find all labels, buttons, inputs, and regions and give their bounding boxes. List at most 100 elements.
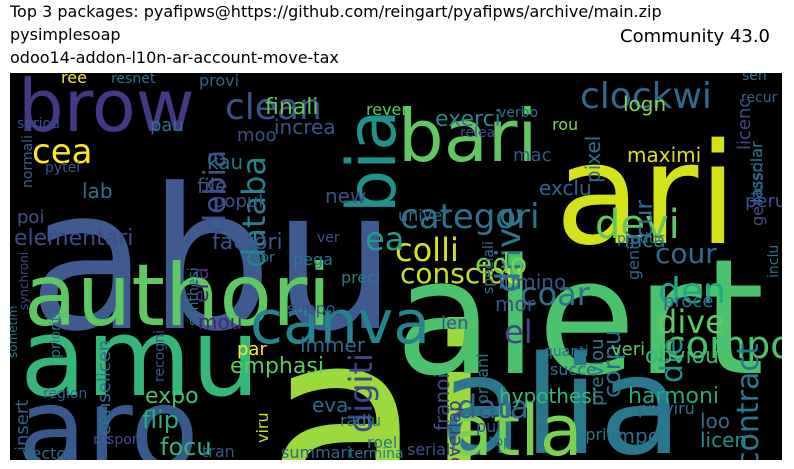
word-rou: rou [552,115,578,134]
word-suppo: suppo [287,299,336,318]
word-geniusri: geniusri [748,162,767,226]
word-verbo: verbo [498,105,538,121]
word-synthesi: synthesi [186,267,202,326]
word-proce: proce [663,291,713,312]
word-ea: ea [365,220,404,258]
word-tran: tran [202,442,235,460]
chart-title-line-3: odoo14-addon-l10n-ar-account-move-tax [10,48,339,67]
word-vectori: vectori [22,444,77,460]
word-sprite: sprite [577,425,623,444]
word-overlap: overlap [444,400,465,460]
word-radiu: radiu [340,411,381,430]
word-coar: coar [520,275,591,313]
word-provi: provi [199,73,239,90]
word-pixel: pixel [581,136,605,183]
word-clean: clean [225,87,322,128]
word-normali: normali [20,135,36,188]
word-statu: statu [536,398,552,434]
word-region: region [43,386,87,402]
word-elementari: elementari [14,226,133,251]
chart-title-line-1: Top 3 packages: pyafipws@https://github.… [10,2,662,21]
word-new: new [325,184,366,208]
word-poi: poi [17,207,44,228]
word-ai: ai [265,274,495,460]
word-emphasi: emphasi [230,354,324,379]
word-immer: immer [300,333,366,357]
word-synchroni: synchroni [17,252,31,310]
word-len: len [441,313,468,334]
word-logn: logn [623,92,666,116]
word-alia: alia [440,328,682,460]
word-seriali: seriali [407,440,455,459]
word-respon: respon [93,432,141,448]
word-speciali: speciali [481,241,497,294]
word-prioriti: prioriti [48,312,64,358]
word-canva: canva [250,288,430,358]
word-insert: insert [12,400,33,451]
word-succe: succe [550,360,596,379]
word-ari: ari [555,114,737,277]
word-eva: eva [312,393,348,417]
word-recogni: recogni [152,330,168,382]
word-par: par [237,339,267,360]
word-bia: bia [333,109,412,213]
word-debia: debia [198,150,233,233]
word-sen: sen [742,73,767,84]
word-lumino: lumino [498,270,566,294]
word-proviru: proviru [638,399,695,418]
word-cloud-background [10,73,782,460]
word-wor: wor [249,250,275,266]
word-dive: dive [657,303,725,341]
word-relea: relea [460,125,495,141]
word-brow: brow [18,73,195,148]
word-increa: increa [274,115,336,139]
word-file: file [197,174,227,198]
word-inca: inca [624,228,665,252]
word-produc: produc [617,231,665,247]
word-franoi: franoi [430,373,454,431]
word-flip: flip [142,406,179,434]
word-maximi: maximi [627,143,701,167]
word-licenc: licenc [734,98,755,150]
word-cloud-panel: abu ai alert ari aro amu authori alia atla brow ba… [10,73,782,460]
word-summari: summari [281,443,351,460]
word-ree: ree [61,73,87,87]
word-alert: alert [395,224,764,411]
word-top: top [489,434,512,450]
word-organi: organi [473,353,492,404]
word-den: den [658,271,726,312]
word-compo: compo [665,323,782,367]
word-expo: expo [145,384,199,409]
word-aro: aro [18,365,199,460]
word-mac: mac [513,145,551,166]
word-licenselicen: licenselicen [94,340,115,445]
community-label: Community 43.0 [620,26,770,47]
word-mor: mor [495,292,536,316]
word-drive: drive [489,207,529,293]
word-univer: univer [398,206,449,225]
word-colli: colli [395,231,459,269]
word-resnet: resnet [111,73,156,87]
word-licen: licen [700,428,747,452]
word-focu: focu [160,433,212,460]
word-finali: finali [265,95,319,120]
word-termina: termina [349,446,404,460]
word-consciou: consciou [400,257,523,290]
word-ver: ver [317,230,340,246]
word-pau: pau [150,115,184,136]
word-impo: impo [610,424,660,448]
word-pytei: pytei [45,160,80,176]
word-el: el [504,313,533,351]
word-devi: devi [595,202,680,248]
word-contract: contract [731,343,766,460]
word-exclu: exclu [539,176,592,200]
word-roel: roel [367,433,397,452]
word-categori: categori [400,197,540,237]
word-viru: viru [253,412,272,443]
word-edo: edo [475,247,527,280]
word-rever: rever [366,100,408,119]
word-mou: mou [198,310,242,334]
word-harmoni: harmoni [628,384,719,409]
word-recur: recur [741,90,778,106]
word-authori: authori [24,246,331,346]
